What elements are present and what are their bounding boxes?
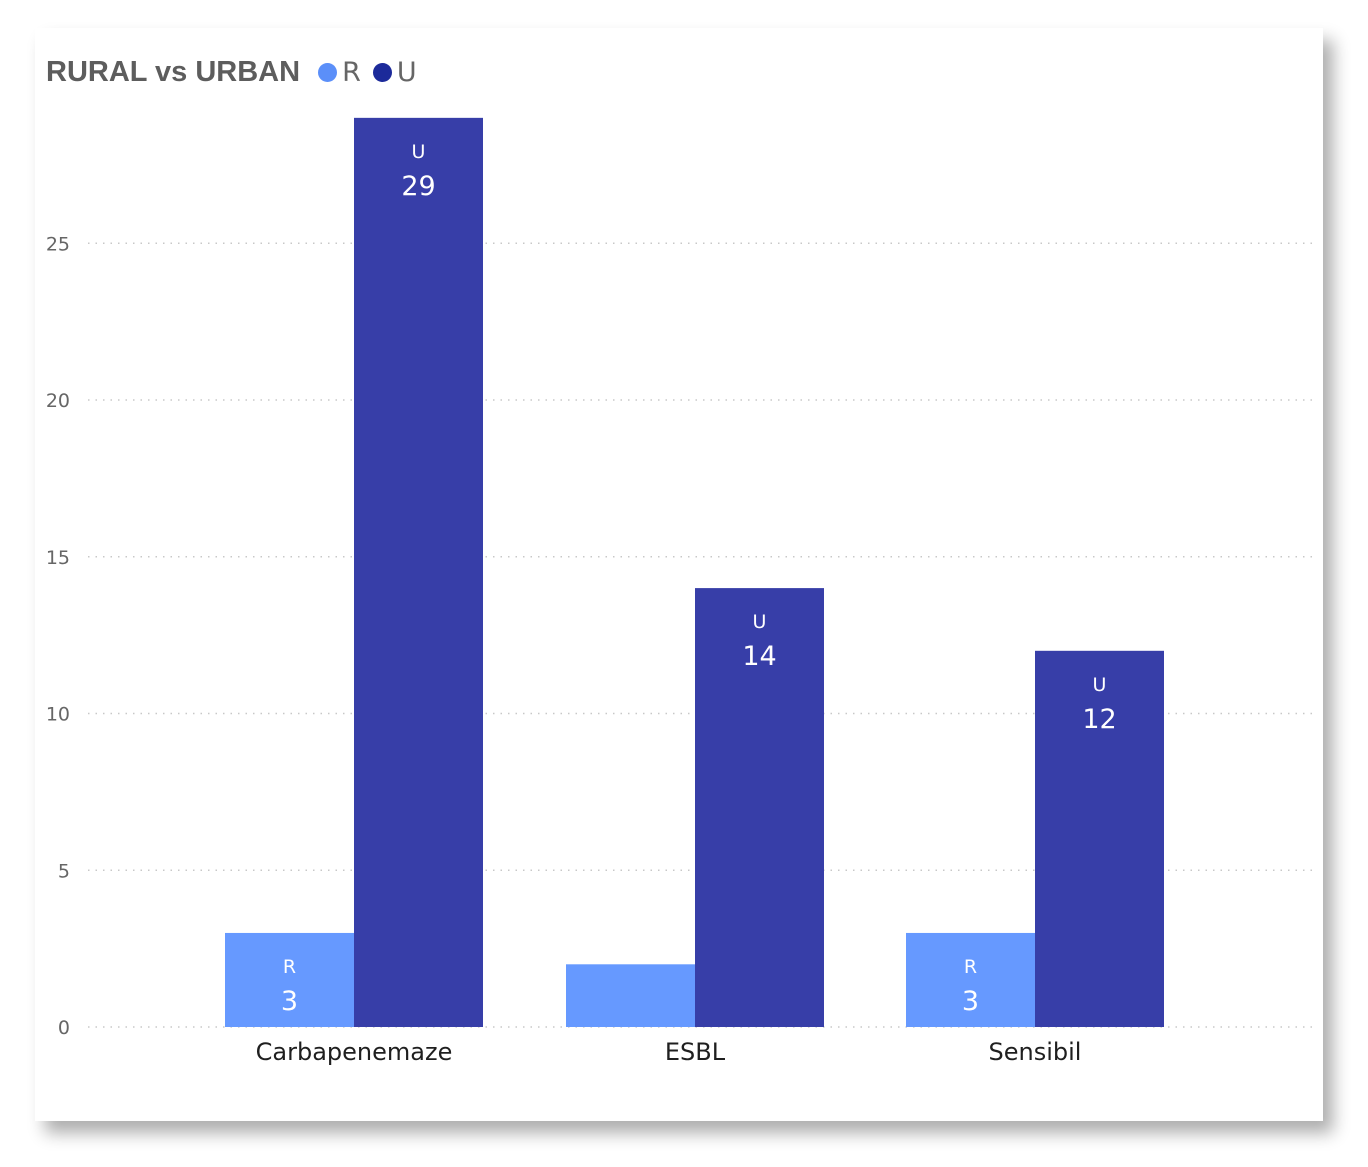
y-tick-label: 0 <box>58 1017 70 1039</box>
legend-item-r[interactable]: R <box>318 57 361 88</box>
data-label-series: U <box>412 141 426 163</box>
data-label-series: U <box>1093 674 1107 696</box>
data-label-value: 3 <box>281 986 298 1017</box>
chart-header: RURAL vs URBAN R U <box>46 52 429 92</box>
x-category-label: ESBL <box>665 1038 726 1066</box>
chart-title: RURAL vs URBAN <box>46 55 301 88</box>
legend-label-u: U <box>396 56 417 88</box>
y-tick-label: 25 <box>46 233 70 255</box>
y-tick-label: 20 <box>46 390 70 412</box>
bar-R-ESBL[interactable] <box>566 964 695 1027</box>
legend-dot-u <box>372 62 392 82</box>
bar-R-Carbapenemaze[interactable] <box>225 932 354 1027</box>
y-tick-label: 15 <box>46 547 70 569</box>
y-tick-label: 10 <box>46 704 70 726</box>
data-label-series: R <box>964 956 977 978</box>
data-label-value: 29 <box>401 171 435 202</box>
data-label-series: R <box>283 956 296 978</box>
bar-U-Carbapenemaze[interactable] <box>354 117 483 1028</box>
data-label-series: U <box>753 611 767 633</box>
legend-label-r: R <box>342 56 361 88</box>
data-label-value: 14 <box>742 641 776 672</box>
y-tick-label: 5 <box>58 860 70 882</box>
x-category-label: Sensibil <box>989 1038 1082 1066</box>
legend-dot-r <box>318 62 338 82</box>
data-label-value: 3 <box>962 986 979 1017</box>
bar-U-Sensibil[interactable] <box>1035 650 1164 1027</box>
bar-R-Sensibil[interactable] <box>906 932 1035 1027</box>
x-category-label: Carbapenemaze <box>256 1038 453 1066</box>
data-label-value: 12 <box>1082 704 1116 735</box>
bar-U-ESBL[interactable] <box>695 588 824 1027</box>
legend-item-u[interactable]: U <box>372 56 417 88</box>
